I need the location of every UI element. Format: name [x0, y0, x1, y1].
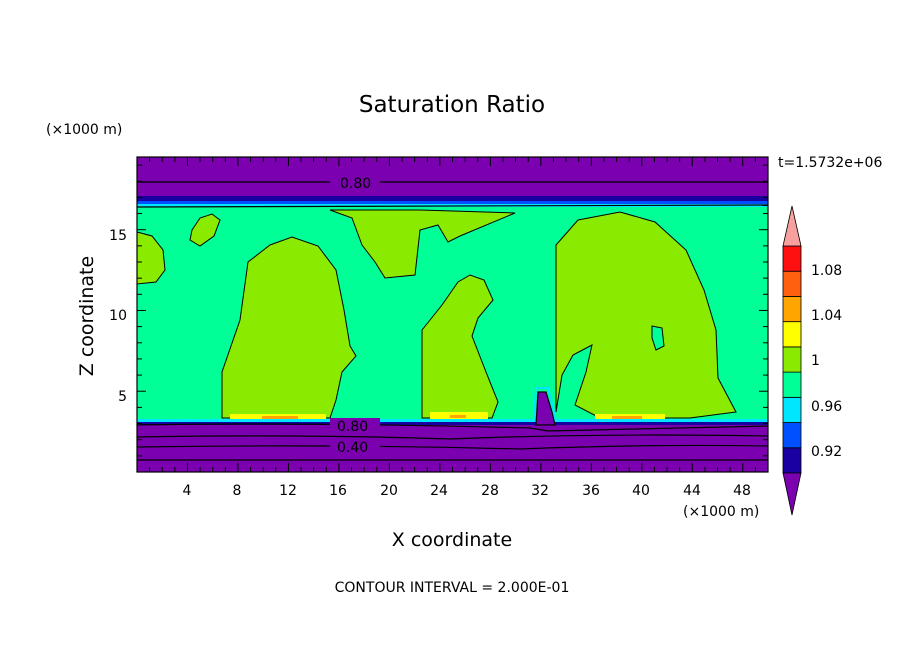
colorbar-segment: [782, 422, 802, 449]
band-upper-blue: [137, 196, 768, 202]
x-unit-label: (×1000 m): [683, 504, 759, 520]
plume-small-top: [189, 213, 221, 247]
x-tick-label: 4: [183, 483, 192, 499]
dry-spike-edge: [533, 387, 557, 421]
band-lower-cyan: [137, 419, 768, 423]
y-tick-label: 5: [118, 389, 127, 405]
x-tick-label: 20: [380, 483, 398, 499]
x-tick-label: 28: [481, 483, 499, 499]
plume-4: [555, 211, 737, 419]
strip-orange-2: [450, 415, 466, 418]
x-tick-label: 40: [632, 483, 650, 499]
colorbar-label: 0.96: [811, 399, 842, 415]
contour-lower-040: [136, 444, 769, 450]
contour-lower-060: [136, 434, 769, 440]
x-tick-label: 16: [329, 483, 347, 499]
base-strips: [230, 412, 665, 419]
colorbar-label: 1.08: [811, 263, 842, 279]
strip-orange-3: [612, 416, 642, 419]
colorbar-labels: 1.08 1.04 1 0.96 0.92: [811, 263, 842, 460]
contour-upper-boundary: [136, 204, 769, 208]
colorbar-segment: [782, 270, 802, 297]
contour-label-bg-2: [330, 418, 380, 432]
y-tick-label: 10: [109, 308, 127, 324]
contour-label-bg-3: [330, 440, 380, 454]
contour-label-bg-1: [330, 174, 380, 190]
plot-area: 0.80 0.80 0.40: [136, 156, 769, 473]
contour-label-3: 0.40: [337, 440, 368, 456]
plume-1: [221, 236, 357, 419]
time-label: t=1.5732e+06: [778, 155, 882, 171]
plume-3: [421, 274, 499, 419]
colorbar-segment: [782, 371, 802, 398]
x-tick-label: 8: [233, 483, 242, 499]
colorbar-segment: [782, 447, 802, 474]
contour-lines: [136, 181, 769, 461]
colorbar-segment: [782, 245, 802, 272]
x-tick-label: 44: [683, 483, 701, 499]
y-unit-label: (×1000 m): [46, 122, 122, 138]
colorbar-label: 1: [811, 353, 820, 369]
moist-pocket: [651, 325, 665, 351]
x-tick-label: 48: [733, 483, 751, 499]
x-axis-title: X coordinate: [392, 529, 512, 551]
x-tick-label: 24: [430, 483, 448, 499]
contour-interval-footer: CONTOUR INTERVAL = 2.000E-01: [335, 580, 570, 596]
ticks: [137, 157, 768, 472]
band-upper-azure: [137, 201, 768, 205]
dry-spike: [535, 391, 556, 426]
colorbar-segment: [782, 346, 802, 373]
plume-regions: [136, 209, 737, 419]
colorbar-label: 0.92: [811, 444, 842, 460]
colorbar: [782, 205, 802, 516]
x-tick-label: 36: [582, 483, 600, 499]
colorbar-segment: [782, 296, 802, 323]
band-lower-blue: [137, 422, 768, 425]
plume-2: [329, 209, 516, 279]
strip-orange-1: [262, 416, 298, 419]
colorbar-segment: [782, 321, 802, 348]
colorbar-label: 1.04: [811, 308, 842, 324]
x-tick-labels: 4 8 12 16 20 24 28 32 36 40 44 48: [183, 483, 751, 499]
y-tick-labels: 5 10 15: [109, 228, 127, 405]
colorbar-min-arrow: [782, 472, 802, 516]
x-tick-label: 12: [279, 483, 297, 499]
x-tick-label: 32: [531, 483, 549, 499]
y-axis-title: Z coordinate: [76, 256, 98, 376]
contour-label-1: 0.80: [340, 176, 371, 192]
colorbar-max-arrow: [782, 205, 802, 247]
colorbar-segment: [782, 396, 802, 423]
chart-title: Saturation Ratio: [359, 92, 545, 118]
y-tick-label: 15: [109, 228, 127, 244]
contour-label-2: 0.80: [337, 419, 368, 435]
